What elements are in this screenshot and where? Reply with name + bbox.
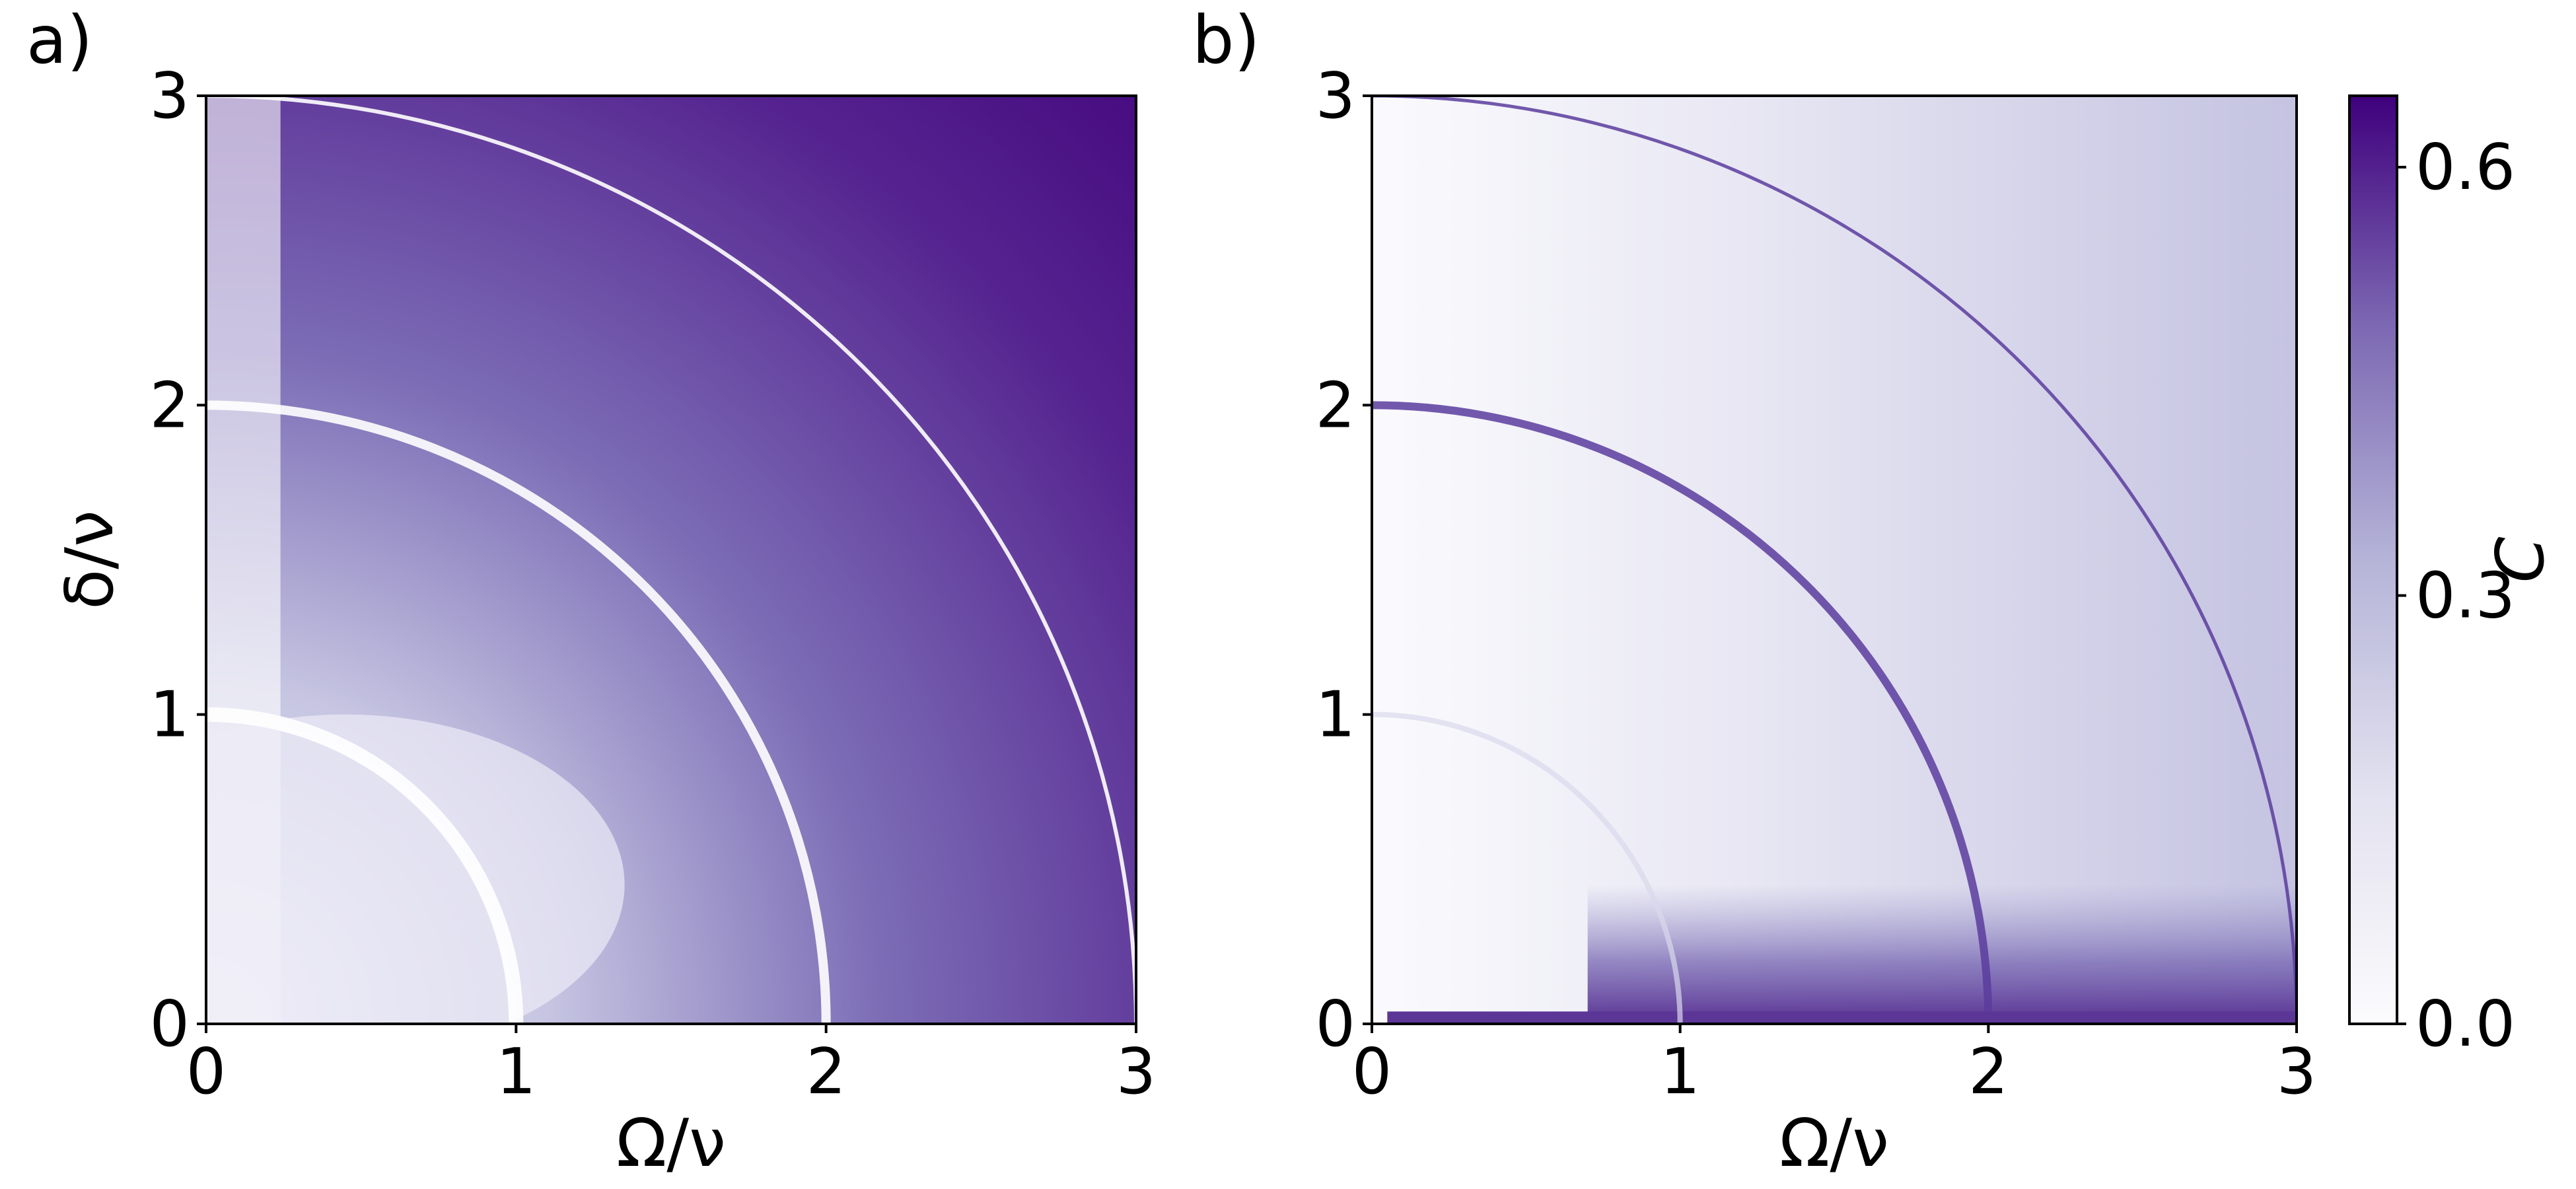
ticks-b: 0 1 2 3 0 1 2 3 <box>1316 60 2317 1108</box>
ring-r3-a <box>206 96 1136 1024</box>
ring-r1-b <box>1372 711 1683 1024</box>
x-tick-label-b: 0 <box>1352 1036 1392 1108</box>
heatmap-a <box>206 96 1136 1024</box>
y-tick-label-a: 2 <box>150 369 190 442</box>
heatmap-b <box>1372 96 2297 1024</box>
plot-frame-a <box>205 94 1137 1025</box>
y-tick-label-b: 2 <box>1316 369 1355 442</box>
ring-r3-b <box>1372 96 2297 1024</box>
panel-a: a) 0 1 2 3 0 1 2 3 Ω/ν δ/ν <box>26 1 1156 1182</box>
colorbar-tick-label: 0.3 <box>2415 560 2515 633</box>
ring-r1-a <box>206 707 524 1024</box>
ring-r2-a <box>206 400 831 1024</box>
inner-lobe-a <box>206 714 625 1024</box>
x-tick-label-a: 1 <box>496 1036 536 1108</box>
panel-b: b) 0 1 2 3 0 1 2 3 Ω/ν <box>1192 1 2316 1182</box>
y-axis-label-a: δ/ν <box>51 510 128 610</box>
x-tick-label-b: 3 <box>2277 1036 2316 1108</box>
x-axis-label-b: Ω/ν <box>1779 1104 1889 1182</box>
plot-frame-b <box>1371 94 2298 1025</box>
x-tick-label-a: 0 <box>186 1036 226 1108</box>
colorbar-tick-label: 0.6 <box>2415 131 2515 204</box>
colorbar: 0.0 0.3 0.6 C <box>2348 94 2559 1061</box>
heatmap-background-b <box>1372 96 2297 1024</box>
panel-label-b: b) <box>1192 1 1260 79</box>
x-tick-label-b: 2 <box>1968 1036 2008 1108</box>
panel-label-a: a) <box>26 1 92 79</box>
y-tick-label-b: 0 <box>1316 988 1355 1061</box>
colorbar-gradient <box>2348 94 2398 1025</box>
y-tick-label-a: 1 <box>150 679 190 752</box>
x-tick-label-b: 1 <box>1660 1036 1699 1108</box>
colorbar-label: C <box>2482 536 2559 583</box>
x-tick-label-a: 3 <box>1116 1036 1156 1108</box>
band-enhanced-b <box>1587 884 2297 1015</box>
band-delta0 <box>1387 1011 2297 1024</box>
ring-r2-b <box>1372 401 1993 1024</box>
y-tick-label-a: 3 <box>150 60 190 133</box>
colorbar-tick-label: 0.0 <box>2415 988 2515 1061</box>
ticks-a: 0 1 2 3 0 1 2 3 <box>150 60 1157 1108</box>
y-tick-label-b: 3 <box>1316 60 1355 133</box>
x-axis-label-a: Ω/ν <box>616 1104 726 1182</box>
x-tick-label-a: 2 <box>806 1036 845 1108</box>
y-tick-label-a: 0 <box>150 988 190 1061</box>
colorbar-ticks: 0.0 0.3 0.6 <box>2397 131 2515 1061</box>
y-tick-label-b: 1 <box>1316 679 1355 752</box>
